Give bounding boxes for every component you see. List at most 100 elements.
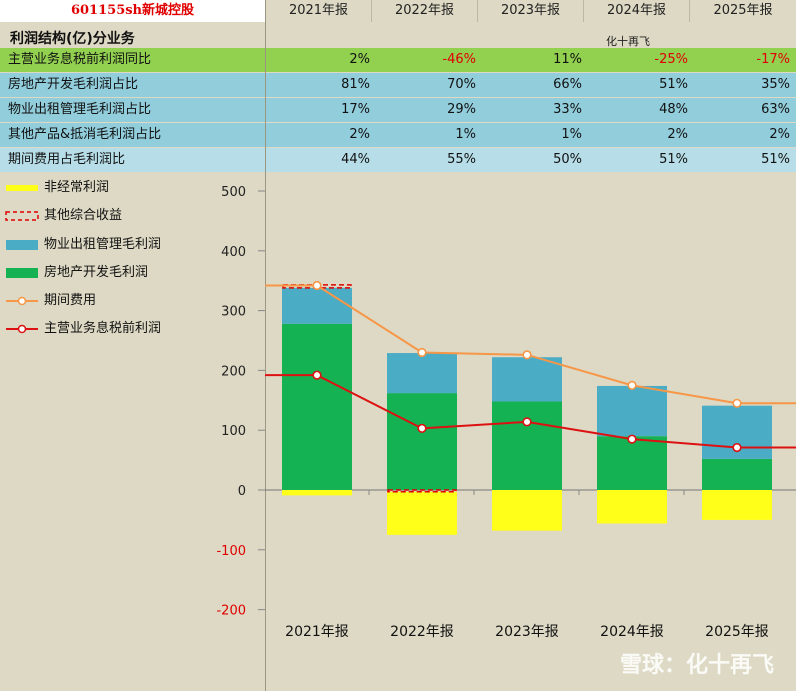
legend-item: 非经常利润 <box>4 178 254 198</box>
legend-label: 主营业务息税前利润 <box>44 321 162 336</box>
x-tick-label: 2025年报 <box>705 624 769 640</box>
table-row: 其他产品&抵消毛利润占比 2% 1% 1% 2% 2% <box>0 123 796 147</box>
ebit-point <box>522 417 532 427</box>
legend-item: 期间费用 <box>4 291 254 311</box>
row-value: 11% <box>553 52 582 67</box>
legend-item: 房地产开发毛利润 <box>4 263 254 283</box>
row-value: 50% <box>553 152 582 167</box>
year-header-2023: 2023年报 <box>478 0 584 22</box>
ebit-point <box>312 370 322 380</box>
bar-real-estate <box>597 436 667 490</box>
blue-bar-icon <box>6 240 38 250</box>
y-tick-label: -200 <box>216 604 246 619</box>
bar-property-rental <box>492 357 562 402</box>
period-expense-point <box>627 380 637 390</box>
watermark: 雪球：化十再飞 <box>619 653 774 678</box>
x-tick-label: 2024年报 <box>600 624 664 640</box>
row-value: 63% <box>761 102 790 117</box>
stock-title: 601155sh新城控股 <box>0 0 266 22</box>
bar-real-estate <box>702 458 772 490</box>
row-value: 44% <box>341 152 370 167</box>
column-divider <box>265 0 266 691</box>
year-header-2022: 2022年报 <box>372 0 478 22</box>
red-dashed-box-icon <box>5 211 39 221</box>
legend-item: 主营业务息税前利润 <box>4 319 254 339</box>
row-value: 51% <box>659 77 688 92</box>
period-expense-point <box>522 350 532 360</box>
row-value: -17% <box>756 52 790 67</box>
y-tick-label: 100 <box>221 424 246 439</box>
row-value: 81% <box>341 77 370 92</box>
table-row: 房地产开发毛利润占比 81% 70% 66% 51% 35% <box>0 73 796 97</box>
row-value: -46% <box>442 52 476 67</box>
orange-line-marker-icon <box>6 296 38 306</box>
table-row: 物业出租管理毛利润占比 17% 29% 33% 48% 63% <box>0 98 796 122</box>
bar-real-estate <box>282 323 352 490</box>
row-value: 70% <box>447 77 476 92</box>
table-row: 主营业务息税前利润同比 2% -46% 11% -25% -17% <box>0 48 796 72</box>
row-value: 33% <box>553 102 582 117</box>
bar-real-estate <box>492 401 562 490</box>
period-expense-point <box>417 347 427 358</box>
y-tick-label: 400 <box>221 245 246 260</box>
green-bar-icon <box>6 268 38 278</box>
legend-label: 其他综合收益 <box>44 208 123 223</box>
y-tick-label: 200 <box>221 364 246 379</box>
bar-other-comprehensive-income <box>387 489 457 493</box>
row-value: 35% <box>761 77 790 92</box>
bar-real-estate <box>387 393 457 490</box>
yellow-bar-icon <box>6 185 38 191</box>
row-label: 房地产开发毛利润占比 <box>8 77 139 92</box>
legend-label: 期间费用 <box>44 293 97 308</box>
table-row: 期间费用占毛利润比 44% 55% 50% 51% 51% <box>0 148 796 172</box>
row-label: 期间费用占毛利润比 <box>8 152 126 167</box>
bar-nonrecurring <box>282 490 352 496</box>
year-header-2025: 2025年报 <box>713 3 773 18</box>
bar-nonrecurring <box>492 490 562 531</box>
row-value: 17% <box>341 102 370 117</box>
row-value: 51% <box>659 152 688 167</box>
period-expense-point <box>732 398 742 408</box>
x-tick-label: 2022年报 <box>390 624 454 640</box>
ebit-point <box>732 442 742 453</box>
section-title: 利润结构(亿)分业务 <box>10 31 135 47</box>
row-value: 55% <box>447 152 476 167</box>
row-value: 2% <box>769 127 790 142</box>
year-header-2024: 2024年报 <box>584 0 690 22</box>
ebit-point <box>417 423 427 434</box>
year-header-2021: 2021年报 <box>266 0 372 22</box>
bar-property-rental <box>282 287 352 324</box>
bar-property-rental <box>597 385 667 437</box>
row-value: 1% <box>455 127 476 142</box>
row-label: 物业出租管理毛利润占比 <box>8 102 152 117</box>
y-tick-label: -100 <box>216 544 246 559</box>
bar-nonrecurring <box>387 491 457 535</box>
legend-label: 房地产开发毛利润 <box>44 265 149 280</box>
legend-label: 物业出租管理毛利润 <box>44 237 162 252</box>
row-value: -25% <box>654 52 688 67</box>
row-value: 29% <box>447 102 476 117</box>
period-expense-point <box>312 280 322 291</box>
row-value: 48% <box>659 102 688 117</box>
row-value: 2% <box>349 52 370 67</box>
author-label: 化十再飞 <box>606 35 650 48</box>
row-value: 2% <box>667 127 688 142</box>
legend-item: 物业出租管理毛利润 <box>4 235 254 255</box>
x-tick-label: 2021年报 <box>285 624 349 640</box>
row-value: 51% <box>761 152 790 167</box>
x-tick-label: 2023年报 <box>495 624 559 640</box>
row-value: 66% <box>553 77 582 92</box>
row-value: 1% <box>561 127 582 142</box>
bar-nonrecurring <box>702 490 772 520</box>
bar-nonrecurring <box>597 490 667 524</box>
ebit-point <box>627 434 637 444</box>
y-tick-label: 300 <box>221 305 246 320</box>
bar-property-rental <box>387 353 457 394</box>
y-tick-label: 500 <box>221 185 246 200</box>
row-value: 2% <box>349 127 370 142</box>
red-line-marker-icon <box>6 324 38 334</box>
y-tick-label: 0 <box>238 484 246 499</box>
legend-item: 其他综合收益 <box>4 206 254 226</box>
